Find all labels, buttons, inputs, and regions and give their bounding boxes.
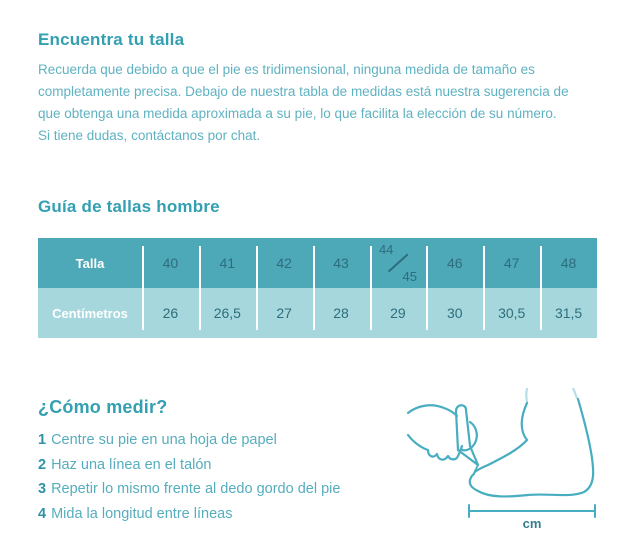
row-label: Centímetros xyxy=(52,305,128,321)
size-cell: 42 xyxy=(276,255,292,271)
foot-measuring-illustration: cm xyxy=(406,388,596,531)
measure-steps-list: 1 Centre su pie en una hoja de papel 2 Haz … xyxy=(38,428,340,526)
size-cell: 46 xyxy=(447,255,463,271)
how-to-measure-heading: ¿Cómo medir? xyxy=(38,397,168,417)
size-cell: 41 xyxy=(219,255,236,271)
measure-step: 1 Centre su pie en una hoja de papel xyxy=(38,428,340,453)
page-title: Encuentra tu talla xyxy=(38,30,185,49)
instep-path xyxy=(473,401,529,474)
step-number: 2 xyxy=(38,456,47,473)
size-cell: 27 xyxy=(276,305,292,321)
size-cell: 47 xyxy=(503,255,520,271)
size-cell: 30,5 xyxy=(498,305,526,321)
size-cell: 26 xyxy=(162,305,179,321)
step-text: Haz una línea en el talón xyxy=(51,456,212,473)
column-separator xyxy=(142,246,144,330)
step-number: 1 xyxy=(38,432,47,448)
step-text: Mida la longitud entre líneas xyxy=(51,505,233,522)
size-cell: 48 xyxy=(560,255,577,271)
column-separator xyxy=(369,246,372,330)
column-separator xyxy=(483,246,486,330)
size-cell: 26,5 xyxy=(213,305,241,321)
hand-outline xyxy=(406,404,459,418)
intro-paragraph: Recuerda que debido a que el pie es trid… xyxy=(38,62,569,143)
size-table: Talla 40 41 42 43 44 45 46 47 48 Centímetros 26 26,5… xyxy=(38,238,597,338)
size-cell: 31,5 xyxy=(554,305,583,321)
pencil-icon xyxy=(454,404,472,452)
cm-unit-label: cm xyxy=(523,516,542,531)
size-cell: 29 xyxy=(390,305,406,321)
size-cell: 44 45 xyxy=(370,238,427,288)
foot-outline-path xyxy=(468,397,595,498)
thumb-outline xyxy=(459,420,478,452)
column-separator xyxy=(255,246,258,330)
dual-size-cell: 44 45 xyxy=(378,242,417,284)
hand-fingers xyxy=(406,433,464,461)
column-separator xyxy=(540,246,543,330)
column-separator xyxy=(198,246,201,330)
size-guide-heading: Guía de tallas hombre xyxy=(38,197,220,216)
measure-step: 2 Haz una línea en el talón xyxy=(38,453,340,478)
table-row: Talla 40 41 42 43 44 45 46 47 48 xyxy=(38,238,597,288)
measure-step: 4 Mida la longitud entre líneas xyxy=(38,502,340,527)
table-row: Centímetros 26 26,5 27 28 29 30 30,5 31,5 xyxy=(38,288,597,338)
step-text: Repetir lo mismo frente al dedo gordo de… xyxy=(51,481,341,497)
size-cell: 43 xyxy=(333,255,349,271)
measure-step: 3 Repetir lo mismo frente al dedo gordo d… xyxy=(38,477,340,502)
size-cell: 30 xyxy=(447,305,463,321)
step-number: 4 xyxy=(38,505,47,522)
step-number: 3 xyxy=(38,481,47,497)
step-text: Centre su pie en una hoja de papel xyxy=(51,432,277,448)
size-cell: 40 xyxy=(162,255,179,271)
column-separator xyxy=(312,246,315,330)
size-cell: 28 xyxy=(333,305,349,321)
row-label: Talla xyxy=(75,255,105,271)
column-separator xyxy=(426,246,429,330)
